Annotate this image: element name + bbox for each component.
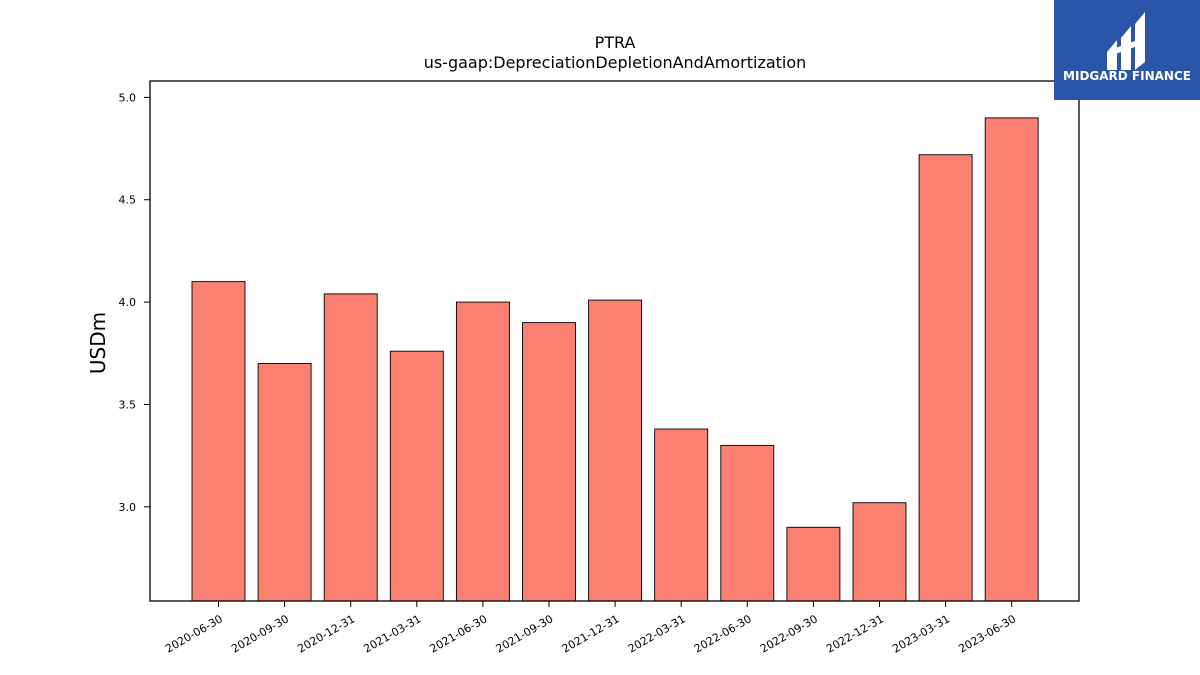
y-axis-ticks: 3.0 3.5 4.0 4.5 5.0 bbox=[119, 91, 150, 514]
x-tick-label: 2023-03-31 bbox=[890, 612, 952, 655]
bar-2021-09-30 bbox=[522, 322, 576, 602]
bar-2023-03-31 bbox=[918, 154, 973, 602]
chart-subtitle: us-gaap:DepreciationDepletionAndAmortiza… bbox=[424, 53, 807, 72]
chart-title: PTRA bbox=[595, 33, 636, 52]
midgard-finance-logo: MIDGARD FINANCE bbox=[1054, 0, 1200, 100]
bar-2022-09-30 bbox=[786, 526, 841, 602]
logo-mark-icon bbox=[1107, 12, 1145, 70]
y-axis-label: USDm bbox=[86, 312, 110, 374]
x-tick-label: 2022-12-31 bbox=[824, 612, 886, 655]
bars-layer bbox=[191, 117, 1039, 602]
x-tick-label: 2021-06-30 bbox=[428, 612, 490, 655]
bar-2021-03-31 bbox=[389, 350, 444, 602]
y-tick-label: 4.5 bbox=[119, 194, 137, 207]
bar-2023-06-30 bbox=[984, 117, 1039, 602]
x-tick-label: 2020-12-31 bbox=[295, 612, 357, 655]
y-tick-label: 4.0 bbox=[119, 296, 137, 309]
y-tick-label: 3.0 bbox=[119, 501, 137, 514]
bar-2022-12-31 bbox=[852, 502, 907, 602]
bar-2021-12-31 bbox=[588, 299, 643, 602]
bar-2020-12-31 bbox=[323, 293, 378, 602]
x-tick-label: 2020-06-30 bbox=[163, 612, 225, 655]
bar-2022-03-31 bbox=[654, 428, 709, 602]
x-tick-label: 2022-06-30 bbox=[692, 612, 754, 655]
x-axis-ticks: 2020-06-30 2020-09-30 2020-12-31 2021-03-31… bbox=[163, 601, 1018, 656]
plot-frame bbox=[149, 80, 1080, 602]
x-tick-label: 2021-12-31 bbox=[560, 612, 622, 655]
bar-2020-06-30 bbox=[191, 281, 246, 602]
x-tick-label: 2022-09-30 bbox=[758, 612, 820, 655]
x-tick-label: 2022-03-31 bbox=[626, 612, 688, 655]
x-tick-label: 2023-06-30 bbox=[956, 612, 1018, 655]
x-tick-label: 2021-09-30 bbox=[494, 612, 556, 655]
y-tick-label: 3.5 bbox=[119, 398, 137, 411]
logo-text: MIDGARD FINANCE bbox=[1063, 69, 1191, 83]
bar-2020-09-30 bbox=[257, 363, 312, 602]
bar-2022-06-30 bbox=[720, 444, 775, 602]
y-tick-label: 5.0 bbox=[119, 91, 137, 104]
x-tick-label: 2021-03-31 bbox=[361, 612, 423, 655]
x-tick-label: 2020-09-30 bbox=[229, 612, 291, 655]
bar-2021-06-30 bbox=[455, 301, 510, 602]
